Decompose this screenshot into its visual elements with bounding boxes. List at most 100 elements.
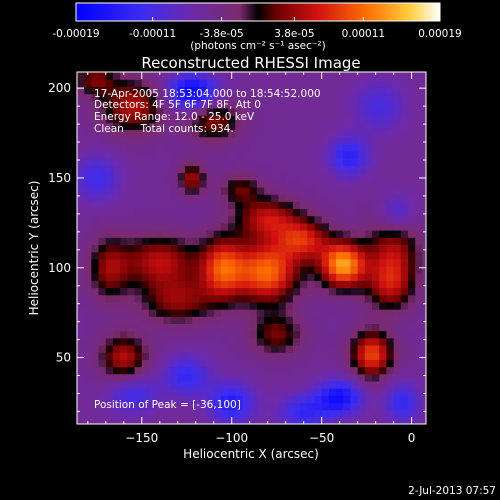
image-pixel [343, 165, 352, 174]
image-pixel [278, 330, 287, 339]
image-pixel [372, 179, 380, 188]
image-pixel [350, 107, 359, 116]
image-pixel [228, 230, 236, 238]
image-pixel [77, 115, 85, 123]
image-pixel [264, 122, 272, 131]
image-pixel [228, 344, 236, 353]
image-pixel [408, 79, 416, 87]
image-pixel [350, 151, 359, 159]
image-pixel [321, 244, 330, 253]
image-pixel [386, 366, 395, 375]
image-pixel [228, 186, 236, 195]
image-pixel [256, 194, 265, 202]
image-pixel [343, 409, 352, 418]
image-pixel [300, 115, 308, 123]
image-pixel [206, 344, 215, 353]
image-pixel [112, 251, 121, 260]
image-pixel [357, 373, 366, 382]
image-pixel [163, 208, 172, 217]
image-pixel [112, 309, 121, 317]
image-pixel [307, 395, 316, 404]
image-pixel [163, 72, 172, 80]
image-pixel [249, 395, 258, 404]
image-pixel [307, 201, 316, 210]
image-pixel [379, 158, 388, 166]
image-pixel [163, 143, 172, 152]
image-pixel [393, 366, 402, 375]
image-pixel [336, 222, 344, 231]
image-pixel [213, 380, 222, 389]
image-pixel [422, 301, 426, 310]
image-pixel [220, 309, 229, 317]
image-pixel [256, 373, 265, 382]
image-pixel [84, 287, 92, 296]
image-pixel [386, 93, 395, 102]
image-pixel [372, 359, 380, 368]
peak-position-text: Position of Peak = [-36,100] [94, 399, 241, 411]
image-pixel [184, 309, 193, 317]
image-pixel [163, 107, 172, 116]
image-pixel [422, 265, 426, 274]
image-pixel [84, 258, 92, 267]
image-pixel [156, 352, 164, 360]
image-pixel [271, 380, 280, 389]
image-pixel [242, 186, 251, 195]
image-pixel [235, 280, 244, 289]
image-pixel [242, 115, 251, 123]
image-pixel [328, 323, 337, 332]
image-pixel [264, 273, 272, 281]
image-pixel [120, 251, 128, 260]
image-pixel [271, 186, 280, 195]
image-pixel [386, 380, 395, 389]
image-pixel [220, 359, 229, 368]
image-pixel [199, 380, 208, 389]
image-pixel [350, 194, 359, 202]
image-pixel [112, 373, 121, 382]
image-pixel [408, 273, 416, 281]
image-pixel [271, 165, 280, 174]
image-pixel [134, 136, 143, 145]
image-pixel [184, 122, 193, 131]
image-pixel [400, 280, 409, 289]
image-pixel [307, 79, 316, 87]
image-pixel [400, 115, 409, 123]
y-tick-label: 100 [48, 261, 71, 275]
image-pixel [163, 402, 172, 411]
image-pixel [408, 316, 416, 325]
image-pixel [321, 194, 330, 202]
image-pixel [292, 301, 301, 310]
image-pixel [415, 395, 424, 404]
image-pixel [156, 294, 164, 303]
image-pixel [307, 366, 316, 375]
image-pixel [156, 251, 164, 260]
image-pixel [242, 244, 251, 253]
image-pixel [336, 301, 344, 310]
image-pixel [249, 86, 258, 95]
image-pixel [91, 337, 100, 346]
image-pixel [379, 215, 388, 224]
image-pixel [177, 179, 186, 188]
image-pixel [184, 258, 193, 267]
image-pixel [177, 251, 186, 260]
image-pixel [357, 330, 366, 339]
image-pixel [249, 251, 258, 260]
image-pixel [336, 352, 344, 360]
image-pixel [98, 337, 107, 346]
image-pixel [141, 337, 150, 346]
image-pixel [199, 344, 208, 353]
image-pixel [336, 337, 344, 346]
image-pixel [127, 129, 136, 138]
image-pixel [249, 107, 258, 116]
image-pixel [98, 158, 107, 166]
image-pixel [192, 323, 200, 332]
image-pixel [300, 215, 308, 224]
image-pixel [156, 402, 164, 411]
image-pixel [372, 201, 380, 210]
image-pixel [98, 373, 107, 382]
image-pixel [271, 366, 280, 375]
image-pixel [364, 294, 373, 303]
image-pixel [350, 366, 359, 375]
image-pixel [292, 280, 301, 289]
image-pixel [256, 208, 265, 217]
image-pixel [321, 251, 330, 260]
